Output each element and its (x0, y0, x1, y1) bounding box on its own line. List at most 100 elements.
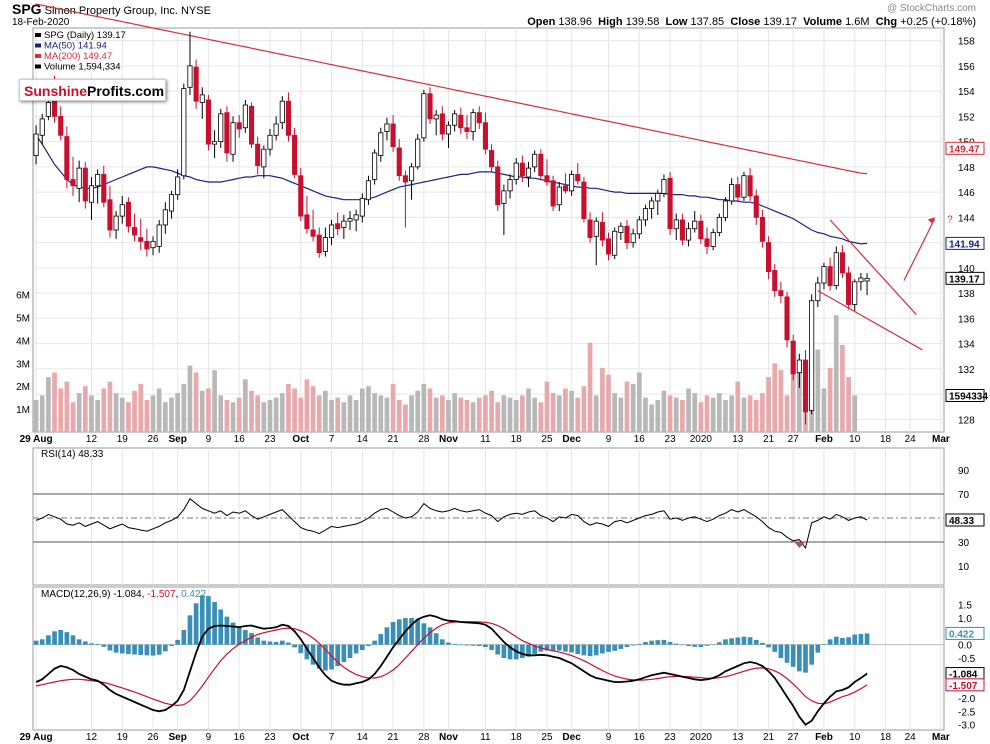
rsi-line (35, 498, 868, 550)
macd-histogram-bar (680, 644, 685, 646)
x-tick-label: Dec (562, 732, 581, 743)
low-value: 137.85 (690, 16, 725, 28)
change-label: Chg (875, 16, 898, 28)
candle-body (569, 174, 575, 192)
volume-bar (119, 397, 125, 432)
macd-histogram-bar (556, 644, 562, 651)
volume-bar (279, 393, 285, 432)
volume-bar (76, 393, 82, 432)
volume-bar (132, 390, 137, 432)
volume-bar (390, 383, 396, 432)
candle-body (298, 175, 304, 217)
candle-body (304, 214, 310, 230)
volume-bar (723, 399, 728, 432)
candle-body (82, 167, 88, 202)
volume-bar (698, 402, 704, 432)
volume-bar (501, 395, 507, 432)
lower-trendline (817, 290, 923, 351)
candle-body (156, 224, 162, 247)
candle-body (833, 252, 839, 286)
macd-histogram-bar (686, 644, 691, 646)
candle-body (273, 123, 279, 136)
ma50-line (35, 134, 868, 245)
candle-body (858, 277, 864, 283)
upper-trendline (829, 219, 917, 315)
volume-bar (593, 395, 599, 432)
macd-histogram-bar (692, 644, 698, 647)
candle-body (132, 227, 138, 236)
candle-body (556, 186, 562, 206)
legend-swatch (35, 54, 41, 58)
macd-histogram-tag: 0.422 (949, 629, 974, 640)
x-tick-label: 25 (541, 732, 553, 743)
volume-bar (267, 399, 273, 432)
candle-body (753, 195, 759, 218)
candle-body (581, 181, 587, 220)
volume-bar (156, 388, 162, 432)
x-tick-label: 26 (147, 434, 159, 445)
volume-tick-label: 1M (16, 405, 30, 416)
macd-histogram-bar (483, 644, 488, 648)
volume-bar (236, 397, 242, 432)
macd-histogram-bar (193, 603, 199, 645)
candle-body (390, 123, 396, 148)
candle-body (445, 124, 452, 135)
macd-histogram-bar (384, 627, 390, 645)
chart-date: 18-Feb-2020 (12, 17, 70, 28)
macd-tick-label: 1.0 (958, 614, 972, 625)
volume-tick-label: 3M (16, 359, 30, 370)
candle-body (716, 216, 722, 233)
candle-body (95, 174, 101, 187)
close-value: 139.17 (763, 16, 797, 28)
candle-body (107, 199, 113, 231)
volume-bar (187, 365, 193, 432)
volume-bar (107, 381, 113, 432)
macd-histogram-bar (600, 644, 605, 654)
candle-body (599, 222, 605, 241)
candle-body (532, 153, 538, 168)
x-tick-label: 9 (606, 732, 612, 743)
x-tick-label: 23 (264, 434, 276, 445)
candle-body (655, 192, 661, 202)
candle-body (255, 143, 261, 167)
candle-body (341, 220, 347, 228)
macd-histogram-bar (372, 640, 377, 645)
x-tick-label: 18 (511, 434, 523, 445)
volume-bar (747, 395, 753, 432)
macd-tick-label: -2.0 (958, 694, 976, 705)
candle-body (113, 215, 119, 231)
x-tick-label: 2020 (690, 434, 713, 445)
macd-histogram-bar (267, 641, 273, 645)
volume-bar (538, 402, 544, 432)
rsi-value-tag: 48.33 (949, 516, 974, 527)
volume-bar (692, 393, 698, 432)
candle-body (193, 66, 199, 102)
macd-histogram-bar (489, 644, 494, 650)
x-tick-label: Sep (168, 732, 186, 743)
volume-bar (643, 397, 648, 432)
volume-bar (89, 395, 94, 432)
macd-histogram-bar (624, 644, 630, 648)
x-tick-label: 13 (732, 434, 744, 445)
volume-bar (458, 397, 464, 432)
volume-bar (218, 395, 224, 432)
volume-bar (680, 399, 685, 432)
macd-histogram-bar (261, 640, 267, 645)
volume-label: Volume (803, 16, 843, 28)
macd-histogram-bar (76, 639, 82, 645)
rsi-tick-label: 30 (958, 538, 970, 549)
macd-histogram-bar (766, 644, 771, 648)
x-tick-label: 14 (357, 434, 369, 445)
candle-body (45, 102, 51, 117)
rsi-value-tag-box (945, 513, 985, 527)
macd-histogram-bar (563, 644, 568, 652)
candle-body (138, 237, 144, 242)
x-tick-label: 9 (206, 732, 212, 743)
macd-histogram-bar (310, 644, 316, 665)
macd-histogram-bar (809, 644, 814, 665)
macd-histogram-bar (735, 637, 741, 645)
x-tick-label: 18 (511, 732, 523, 743)
candle-body (482, 122, 488, 150)
candle-body (784, 296, 790, 341)
macd-histogram-bar (366, 644, 371, 646)
